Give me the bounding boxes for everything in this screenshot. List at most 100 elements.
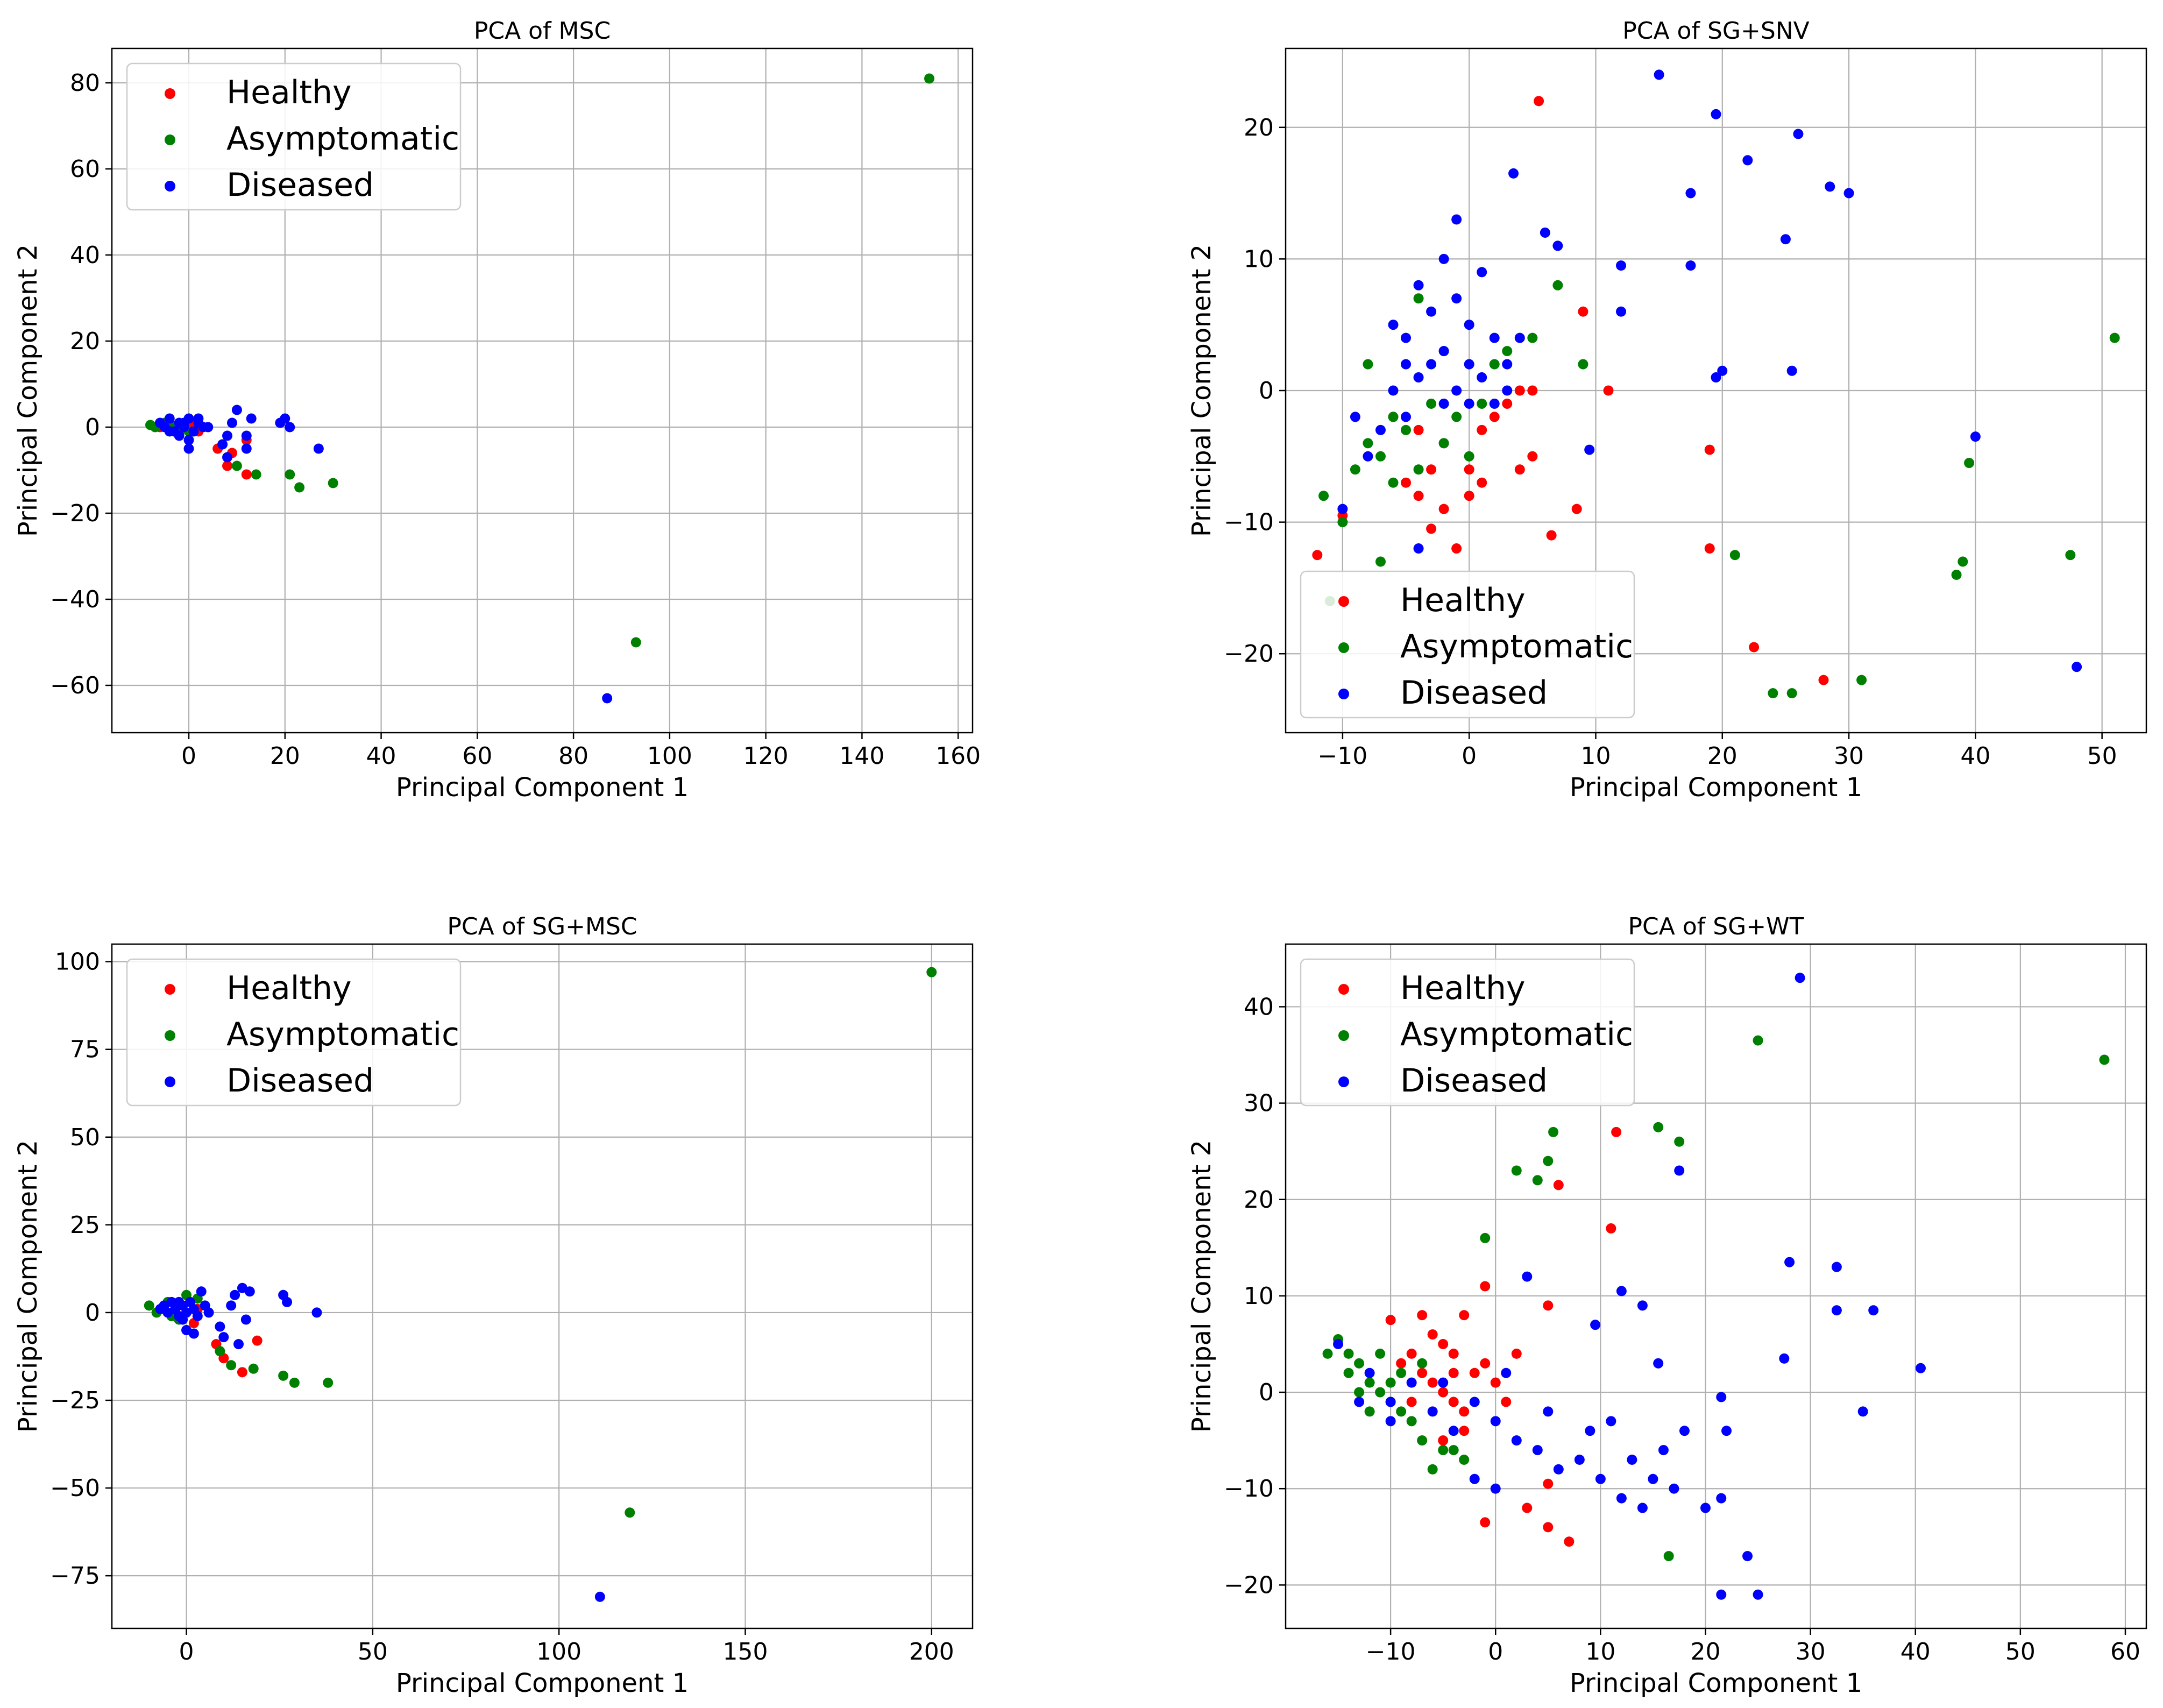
x-tick-label: 40 [1900, 1638, 1931, 1666]
legend-marker-healthy [165, 88, 175, 99]
data-point-diseased [217, 439, 228, 450]
data-point-diseased [282, 1296, 293, 1307]
data-point-asymptomatic [1354, 1358, 1365, 1369]
legend-marker-healthy [1338, 596, 1349, 607]
y-tick-label: 25 [70, 1211, 100, 1239]
data-point-healthy [1704, 543, 1715, 554]
x-axis-label: Principal Component 1 [1570, 773, 1862, 803]
x-tick-label: 100 [536, 1638, 581, 1666]
data-point-asymptomatic [1653, 1122, 1664, 1132]
y-axis-label: Principal Component 2 [1187, 244, 1217, 537]
data-point-healthy [1396, 1358, 1407, 1369]
data-point-asymptomatic [1337, 517, 1348, 528]
data-point-diseased [1406, 1377, 1417, 1388]
x-tick-label: 20 [270, 742, 300, 770]
data-point-healthy [1543, 1478, 1554, 1489]
data-point-diseased [1658, 1445, 1669, 1456]
data-point-healthy [222, 460, 233, 471]
data-point-healthy [1611, 1126, 1622, 1137]
data-point-diseased [1363, 451, 1373, 462]
data-point-diseased [1742, 1551, 1753, 1562]
data-point-asymptomatic [285, 469, 295, 480]
data-point-healthy [1464, 464, 1474, 475]
data-point-healthy [1464, 491, 1474, 501]
data-point-asymptomatic [1413, 293, 1424, 304]
data-point-asymptomatic [1363, 359, 1373, 370]
data-point-asymptomatic [1578, 359, 1588, 370]
data-point-asymptomatic [1427, 1464, 1438, 1475]
legend-label-asymptomatic: Asymptomatic [1400, 628, 1633, 665]
data-point-diseased [1616, 1493, 1627, 1504]
chart-panel-sg-wt: −10 0 10 20 30 40 50 60 −20 −10 0 10 20 30 40 PCA of SG… [1187, 913, 2147, 1698]
plot-frame [1285, 943, 2147, 1629]
data-point-diseased [1543, 1406, 1554, 1417]
data-point-asymptomatic [924, 73, 935, 84]
chart-panel-sg-msc: 0 50 100 150 200 −75 −50 −25 0 25 50 75 100 PCA of SG… [13, 913, 974, 1698]
x-tick-label: 80 [558, 742, 588, 770]
y-tick-label: 20 [1244, 114, 1274, 141]
x-tick-label: 140 [839, 742, 884, 770]
legend-label-healthy: Healthy [1400, 969, 1526, 1007]
data-point-asymptomatic [1552, 280, 1563, 290]
data-point-diseased [1779, 1353, 1790, 1364]
data-point-diseased [1502, 385, 1513, 396]
data-point-asymptomatic [289, 1377, 300, 1388]
data-point-diseased [1679, 1426, 1690, 1436]
data-point-asymptomatic [2099, 1054, 2110, 1065]
x-tick-label: 60 [462, 742, 492, 770]
legend-marker-diseased [165, 181, 175, 192]
data-point-healthy [1571, 504, 1582, 514]
data-point-asymptomatic [328, 478, 338, 488]
chart-title: PCA of SG+SNV [1622, 17, 1810, 45]
data-point-diseased [1501, 1367, 1512, 1378]
data-point-diseased [1514, 332, 1525, 343]
legend-marker-asymptomatic [1338, 642, 1349, 653]
legend-marker-asymptomatic [165, 1030, 175, 1041]
data-point-diseased [1401, 332, 1412, 343]
x-axis-label: Principal Component 1 [1570, 1668, 1862, 1698]
data-point-healthy [1413, 491, 1424, 501]
data-point-asymptomatic [1480, 1232, 1491, 1243]
data-point-diseased [1385, 1397, 1396, 1407]
data-point-diseased [222, 452, 233, 463]
data-point-diseased [1385, 1416, 1396, 1427]
data-point-asymptomatic [1543, 1156, 1554, 1166]
data-point-diseased [1401, 359, 1412, 370]
data-point-diseased [1375, 424, 1386, 435]
data-point-healthy [1553, 1180, 1564, 1190]
data-point-healthy [1477, 424, 1487, 435]
x-tick-label: 10 [1585, 1638, 1615, 1666]
y-tick-label: 60 [70, 155, 100, 183]
data-point-healthy [1406, 1348, 1417, 1359]
data-point-diseased [1674, 1165, 1685, 1176]
data-point-healthy [1438, 1387, 1449, 1398]
data-point-healthy [1511, 1348, 1522, 1359]
data-point-asymptomatic [1417, 1435, 1428, 1446]
data-point-asymptomatic [1413, 464, 1424, 475]
data-point-diseased [203, 1307, 214, 1318]
data-point-diseased [183, 443, 194, 454]
data-point-diseased [1448, 1426, 1459, 1436]
data-point-asymptomatic [1958, 556, 1968, 567]
data-point-healthy [1480, 1517, 1491, 1528]
y-tick-label: −10 [1224, 509, 1274, 536]
data-point-asymptomatic [1385, 1377, 1396, 1388]
y-tick-label: 75 [70, 1036, 100, 1064]
data-point-asymptomatic [1354, 1387, 1365, 1398]
data-point-healthy [1417, 1310, 1428, 1321]
data-point-diseased [215, 1321, 225, 1332]
data-point-diseased [1464, 359, 1474, 370]
data-point-diseased [1784, 1257, 1795, 1267]
data-point-asymptomatic [625, 1507, 635, 1518]
x-tick-label: 60 [2110, 1638, 2140, 1666]
legend-label-diseased: Diseased [1400, 1062, 1548, 1100]
y-tick-label: 100 [55, 948, 100, 976]
data-point-diseased [1585, 1426, 1595, 1436]
data-point-diseased [1469, 1397, 1480, 1407]
data-point-diseased [1637, 1503, 1648, 1513]
data-point-diseased [241, 430, 252, 441]
data-point-diseased [1490, 1416, 1501, 1427]
data-point-diseased [230, 1289, 240, 1300]
data-point-asymptomatic [1375, 1348, 1386, 1359]
data-point-diseased [1511, 1435, 1522, 1446]
